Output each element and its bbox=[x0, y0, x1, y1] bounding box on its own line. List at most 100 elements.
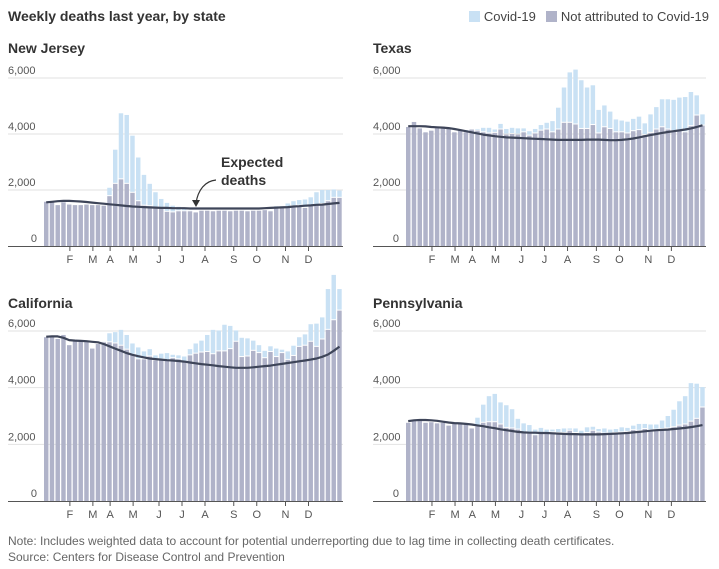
pennsylvania-bar-not-covid bbox=[486, 422, 492, 501]
texas-bar-not-covid bbox=[446, 128, 451, 246]
texas-bar-covid bbox=[602, 105, 607, 127]
california-month-label: A bbox=[201, 509, 209, 521]
pennsylvania-bar-covid bbox=[677, 401, 682, 425]
california-ytick-label: 6,000 bbox=[8, 318, 36, 330]
california-month-label: N bbox=[282, 509, 290, 521]
california-bar-not-covid bbox=[222, 351, 227, 501]
california-bar-not-covid bbox=[101, 342, 106, 501]
new-jersey-month-label: F bbox=[67, 254, 74, 266]
california-bar-not-covid bbox=[130, 354, 135, 501]
pennsylvania-bar-not-covid bbox=[481, 422, 486, 501]
california-bar-covid bbox=[187, 349, 193, 355]
california-bar-covid bbox=[210, 329, 216, 354]
new-jersey-bar-covid bbox=[136, 157, 141, 201]
pennsylvania-bar-covid bbox=[688, 383, 694, 421]
new-jersey-bar-not-covid bbox=[170, 212, 175, 246]
pennsylvania-bar-not-covid bbox=[700, 407, 705, 501]
pennsylvania-bar-not-covid bbox=[475, 426, 480, 501]
pennsylvania-bar-not-covid bbox=[463, 424, 469, 501]
pennsylvania-bar-covid bbox=[700, 387, 705, 407]
california-bar-not-covid bbox=[337, 310, 342, 501]
new-jersey-bar-not-covid bbox=[147, 206, 152, 246]
new-jersey-bar-not-covid bbox=[210, 211, 216, 246]
pennsylvania-bar-not-covid bbox=[538, 433, 544, 501]
texas-bar-covid bbox=[619, 120, 624, 132]
texas-bar-not-covid bbox=[573, 124, 578, 246]
california-bar-not-covid bbox=[124, 349, 129, 501]
california-ytick-label: 4,000 bbox=[8, 375, 36, 387]
pennsylvania-month-label: A bbox=[469, 509, 477, 521]
new-jersey-bar-covid bbox=[118, 113, 124, 179]
texas-bar-not-covid bbox=[682, 132, 688, 246]
california-bar-not-covid bbox=[182, 362, 187, 501]
texas-bar-covid bbox=[567, 72, 573, 122]
pennsylvania-bar-covid bbox=[590, 426, 596, 430]
pennsylvania-month-label: N bbox=[644, 509, 652, 521]
california-bar-covid bbox=[216, 330, 221, 351]
texas-bar-covid bbox=[607, 111, 613, 128]
pennsylvania-month-label: S bbox=[593, 509, 600, 521]
pennsylvania-month-label: M bbox=[450, 509, 459, 521]
new-jersey-month-label: A bbox=[106, 254, 114, 266]
texas-bar-not-covid bbox=[677, 130, 682, 246]
california-bar-covid bbox=[285, 351, 290, 359]
pennsylvania-bar-covid bbox=[561, 428, 567, 432]
pennsylvania-bar-covid bbox=[694, 383, 699, 418]
texas-bar-not-covid bbox=[590, 125, 596, 246]
texas-bar-not-covid bbox=[642, 135, 648, 246]
california-bar-not-covid bbox=[274, 357, 279, 501]
new-jersey-bar-not-covid bbox=[331, 197, 336, 246]
texas-month-label: N bbox=[644, 254, 652, 266]
texas-bar-covid bbox=[625, 121, 630, 133]
pennsylvania-bar-covid bbox=[631, 425, 636, 430]
texas-month-label: J bbox=[542, 254, 548, 266]
california-month-label: F bbox=[67, 509, 74, 521]
legend-item-other: Not attributed to Covid-19 bbox=[545, 9, 709, 24]
texas-month-label: S bbox=[593, 254, 600, 266]
pennsylvania-bar-not-covid bbox=[527, 433, 532, 501]
california-bar-not-covid bbox=[331, 320, 336, 501]
new-jersey-month-label: J bbox=[156, 254, 162, 266]
pennsylvania-bar-not-covid bbox=[429, 422, 434, 501]
pennsylvania-bar-not-covid bbox=[665, 428, 671, 501]
pennsylvania-bar-not-covid bbox=[584, 433, 590, 501]
california-bar-covid bbox=[222, 324, 227, 351]
new-jersey-bar-covid bbox=[153, 192, 158, 207]
legend-item-covid: Covid-19 bbox=[468, 9, 536, 24]
california-bar-covid bbox=[193, 343, 198, 353]
texas-bar-covid bbox=[648, 114, 653, 132]
california-bar-not-covid bbox=[72, 339, 78, 501]
legend: Covid-19 Not attributed to Covid-19 bbox=[468, 9, 709, 24]
california-bar-covid bbox=[256, 345, 262, 353]
texas-bar-not-covid bbox=[665, 129, 671, 246]
texas-bar-not-covid bbox=[527, 135, 532, 246]
new-jersey-bar-not-covid bbox=[107, 196, 112, 246]
texas-month-label: A bbox=[469, 254, 477, 266]
texas-bar-covid bbox=[671, 99, 676, 131]
california-bar-covid bbox=[136, 347, 141, 359]
california-bar-not-covid bbox=[170, 358, 175, 501]
pennsylvania-bar-not-covid bbox=[532, 435, 538, 501]
california-bar-not-covid bbox=[164, 360, 170, 501]
new-jersey-bar-not-covid bbox=[159, 208, 164, 246]
new-jersey-bar-covid bbox=[130, 135, 135, 192]
california-bar-covid bbox=[164, 353, 170, 360]
pennsylvania-month-label: O bbox=[615, 509, 624, 521]
texas-month-label: A bbox=[564, 254, 572, 266]
pennsylvania-bar-not-covid bbox=[515, 429, 521, 501]
california-bar-covid bbox=[107, 333, 112, 342]
pennsylvania-bar-not-covid bbox=[682, 424, 688, 501]
california-month-label: M bbox=[129, 509, 138, 521]
texas-bar-not-covid bbox=[654, 129, 659, 246]
pennsylvania-bar-covid bbox=[481, 404, 486, 422]
california-month-label: J bbox=[179, 509, 185, 521]
pennsylvania-bar-not-covid bbox=[654, 429, 659, 501]
pennsylvania-bar-covid bbox=[486, 396, 492, 422]
california-bar-not-covid bbox=[302, 345, 308, 501]
california-bar-covid bbox=[228, 325, 233, 349]
note-text: Note: Includes weighted data to account … bbox=[8, 534, 615, 548]
california-bar-not-covid bbox=[314, 346, 319, 501]
california-bar-not-covid bbox=[320, 339, 325, 501]
pennsylvania-bar-not-covid bbox=[457, 423, 463, 501]
